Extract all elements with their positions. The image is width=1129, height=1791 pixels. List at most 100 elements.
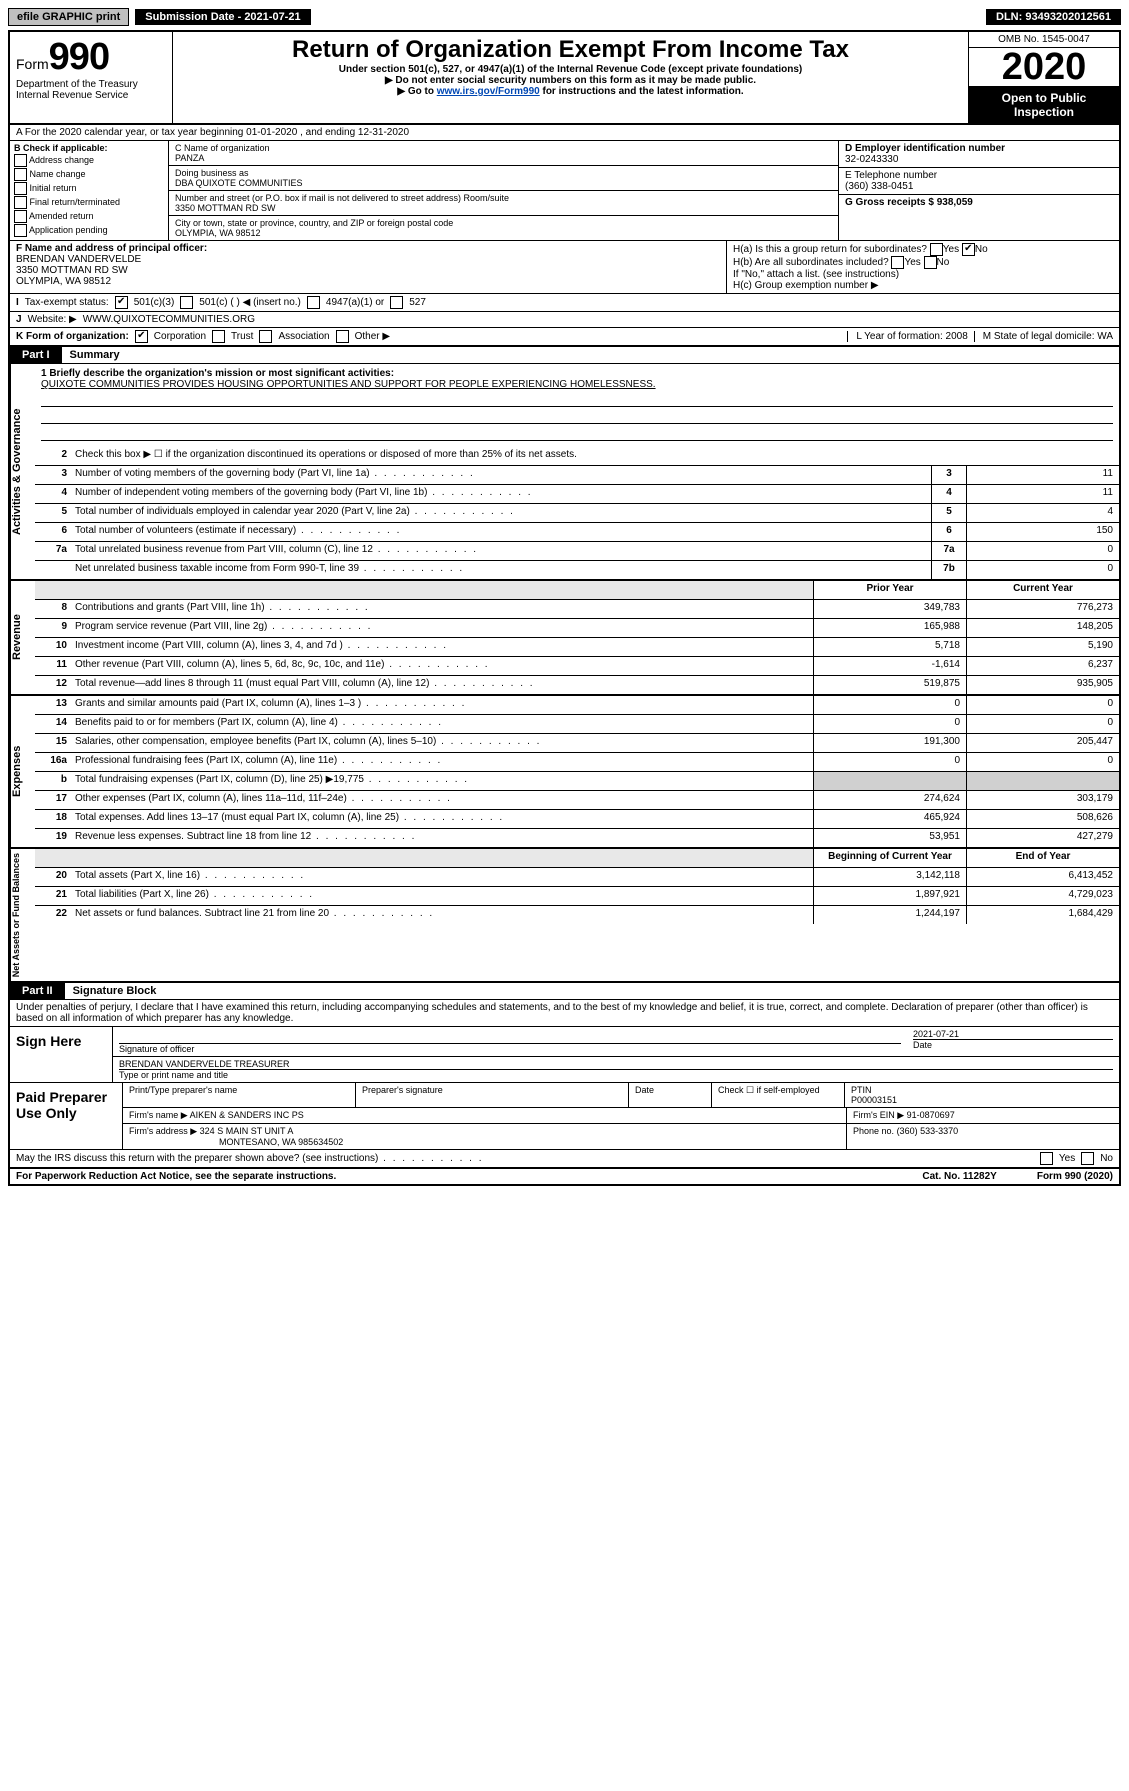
c-name-label: C Name of organization	[175, 143, 832, 153]
firm-addr2: MONTESANO, WA 985634502	[129, 1137, 343, 1147]
chk-527[interactable]	[390, 296, 403, 309]
paid-preparer-label: Paid Preparer Use Only	[10, 1083, 123, 1149]
e-phone: (360) 338-0451	[845, 181, 1113, 192]
declaration-text: Under penalties of perjury, I declare th…	[10, 1000, 1119, 1027]
table-row: 10 Investment income (Part VIII, column …	[35, 638, 1119, 657]
open-public-badge: Open to Public Inspection	[969, 87, 1119, 123]
check-b-label: B Check if applicable:	[14, 143, 164, 153]
side-revenue: Revenue	[10, 581, 35, 694]
i-label: Tax-exempt status:	[25, 297, 109, 308]
f-addr: 3350 MOTTMAN RD SW	[16, 265, 720, 276]
table-row: 4 Number of independent voting members o…	[35, 485, 1119, 504]
j-website: WWW.QUIXOTECOMMUNITIES.ORG	[83, 314, 255, 325]
table-row: 15 Salaries, other compensation, employe…	[35, 734, 1119, 753]
prep-h2: Preparer's signature	[356, 1083, 629, 1107]
chk-address[interactable]: Address change	[14, 154, 164, 167]
table-row: 21 Total liabilities (Part X, line 26) 1…	[35, 887, 1119, 906]
chk-other[interactable]	[336, 330, 349, 343]
chk-trust[interactable]	[212, 330, 225, 343]
firm-ein-label: Firm's EIN ▶	[853, 1110, 904, 1120]
footer-left: For Paperwork Reduction Act Notice, see …	[16, 1171, 336, 1182]
g-gross: G Gross receipts $ 938,059	[839, 195, 1119, 210]
d-label: D Employer identification number	[845, 143, 1113, 154]
table-row: 16a Professional fundraising fees (Part …	[35, 753, 1119, 772]
side-expenses: Expenses	[10, 696, 35, 847]
c-dba-label: Doing business as	[175, 168, 832, 178]
table-row: 7a Total unrelated business revenue from…	[35, 542, 1119, 561]
discuss-q: May the IRS discuss this return with the…	[16, 1153, 484, 1164]
sig-name-label: Type or print name and title	[119, 1069, 1113, 1080]
dept-label: Department of the Treasury Internal Reve…	[16, 79, 166, 101]
hdr-current: Current Year	[966, 581, 1119, 599]
hdr-prior: Prior Year	[813, 581, 966, 599]
chk-amended[interactable]: Amended return	[14, 210, 164, 223]
chk-initial[interactable]: Initial return	[14, 182, 164, 195]
footer-mid: Cat. No. 11282Y	[922, 1171, 996, 1182]
sig-officer-label: Signature of officer	[119, 1043, 901, 1054]
chk-4947[interactable]	[307, 296, 320, 309]
sig-date: 2021-07-21	[913, 1029, 1113, 1039]
part2-tab: Part II	[10, 983, 65, 999]
table-row: 5 Total number of individuals employed i…	[35, 504, 1119, 523]
table-row: 18 Total expenses. Add lines 13–17 (must…	[35, 810, 1119, 829]
phone-label: Phone no.	[853, 1126, 894, 1136]
chk-name[interactable]: Name change	[14, 168, 164, 181]
chk-final[interactable]: Final return/terminated	[14, 196, 164, 209]
m-state: M State of legal domicile: WA	[974, 331, 1113, 342]
f-label: F Name and address of principal officer:	[16, 243, 720, 254]
firm-name: AIKEN & SANDERS INC PS	[190, 1110, 304, 1120]
prep-h5: PTIN	[851, 1085, 1113, 1095]
form-title: Return of Organization Exempt From Incom…	[181, 36, 960, 64]
table-row: 6 Total number of volunteers (estimate i…	[35, 523, 1119, 542]
discuss-no[interactable]	[1081, 1152, 1094, 1165]
sig-date-label: Date	[913, 1039, 1113, 1050]
prep-ptin: P00003151	[851, 1095, 1113, 1105]
hb-row: H(b) Are all subordinates included? Yes …	[733, 256, 1113, 269]
table-row: 17 Other expenses (Part IX, column (A), …	[35, 791, 1119, 810]
dln-label: DLN: 93493202012561	[986, 9, 1121, 25]
mission-text: QUIXOTE COMMUNITIES PROVIDES HOUSING OPP…	[41, 379, 1113, 390]
prep-h4: Check ☐ if self-employed	[712, 1083, 845, 1107]
table-row: 12 Total revenue—add lines 8 through 11 …	[35, 676, 1119, 694]
prep-h3: Date	[629, 1083, 712, 1107]
subtitle-1: Under section 501(c), 527, or 4947(a)(1)…	[181, 64, 960, 75]
k-label: K Form of organization:	[16, 331, 129, 342]
form-number: Form990	[16, 36, 166, 79]
part1-title: Summary	[62, 347, 128, 363]
j-label: Website: ▶	[28, 314, 77, 325]
table-row: 13 Grants and similar amounts paid (Part…	[35, 696, 1119, 715]
efile-button[interactable]: efile GRAPHIC print	[8, 8, 129, 26]
table-row: 20 Total assets (Part X, line 16) 3,142,…	[35, 868, 1119, 887]
hdr-begin: Beginning of Current Year	[813, 849, 966, 867]
row-a-period: A For the 2020 calendar year, or tax yea…	[10, 125, 1119, 141]
discuss-yes[interactable]	[1040, 1152, 1053, 1165]
chk-corp[interactable]	[135, 330, 148, 343]
table-row: 11 Other revenue (Part VIII, column (A),…	[35, 657, 1119, 676]
d-ein: 32-0243330	[845, 154, 1113, 165]
c-addr-label: Number and street (or P.O. box if mail i…	[175, 193, 832, 203]
chk-assoc[interactable]	[259, 330, 272, 343]
submission-date: Submission Date - 2021-07-21	[135, 9, 310, 25]
tax-year: 2020	[969, 48, 1119, 87]
q2-text: Check this box ▶ ☐ if the organization d…	[71, 447, 1119, 465]
part1-tab: Part I	[10, 347, 62, 363]
irs-link[interactable]: www.irs.gov/Form990	[437, 86, 540, 97]
sig-name: BRENDAN VANDERVELDE TREASURER	[119, 1059, 1113, 1069]
c-name: PANZA	[175, 153, 832, 163]
firm-addr1: 324 S MAIN ST UNIT A	[200, 1126, 294, 1136]
phone-val: (360) 533-3370	[897, 1126, 959, 1136]
firm-name-label: Firm's name ▶	[129, 1110, 188, 1120]
chk-501c[interactable]	[180, 296, 193, 309]
hb-note: If "No," attach a list. (see instruction…	[733, 269, 1113, 280]
table-row: 22 Net assets or fund balances. Subtract…	[35, 906, 1119, 924]
footer-right: Form 990 (2020)	[1037, 1171, 1113, 1182]
chk-pending[interactable]: Application pending	[14, 224, 164, 237]
chk-501c3[interactable]	[115, 296, 128, 309]
table-row: Net unrelated business taxable income fr…	[35, 561, 1119, 579]
f-name: BRENDAN VANDERVELDE	[16, 254, 720, 265]
hdr-end: End of Year	[966, 849, 1119, 867]
hc-row: H(c) Group exemption number ▶	[733, 280, 1113, 291]
side-governance: Activities & Governance	[10, 364, 35, 579]
table-row: 19 Revenue less expenses. Subtract line …	[35, 829, 1119, 847]
ha-row: H(a) Is this a group return for subordin…	[733, 243, 1113, 256]
